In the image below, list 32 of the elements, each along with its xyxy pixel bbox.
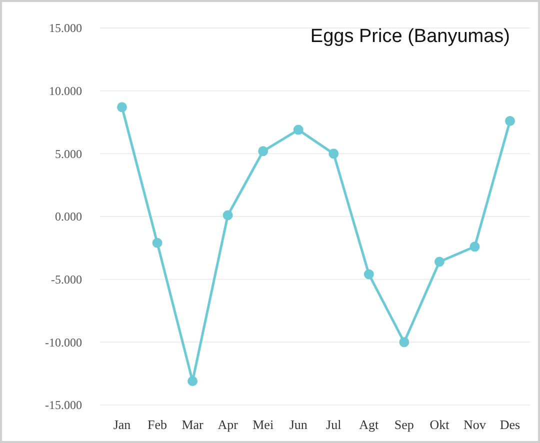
y-tick-label: 0.000 bbox=[55, 210, 82, 224]
x-tick-label: Nov bbox=[464, 417, 486, 432]
x-tick-label: Agt bbox=[359, 417, 380, 432]
x-tick-label: Apr bbox=[218, 417, 239, 432]
x-tick-label: Mei bbox=[252, 417, 274, 432]
point bbox=[399, 337, 410, 348]
point bbox=[258, 146, 268, 156]
y-tick-label: -10.000 bbox=[45, 335, 82, 350]
point bbox=[188, 376, 198, 386]
x-tick-label: Des bbox=[500, 417, 520, 432]
point bbox=[293, 124, 304, 135]
point bbox=[328, 148, 339, 159]
y-tick-label: -5.000 bbox=[51, 272, 82, 287]
y-tick-label: 10.000 bbox=[49, 84, 82, 98]
y-tick-label: 5.000 bbox=[55, 146, 82, 161]
x-tick-label: Jan bbox=[113, 417, 132, 432]
point bbox=[364, 269, 374, 280]
x-tick-label: Okt bbox=[430, 417, 450, 432]
x-tick-label: Feb bbox=[148, 417, 168, 432]
x-tick-label: Sep bbox=[394, 417, 414, 432]
point bbox=[222, 210, 233, 220]
point bbox=[117, 102, 127, 112]
point bbox=[505, 116, 515, 126]
x-tick-label: Jul bbox=[326, 417, 342, 432]
point bbox=[152, 238, 162, 248]
y-tick-label: -15.000 bbox=[45, 398, 82, 412]
x-tick-label: Jun bbox=[289, 417, 308, 432]
x-tick-label: Mar bbox=[182, 417, 204, 432]
chart-title: Eggs Price (Banyumas) bbox=[310, 26, 510, 47]
point bbox=[470, 242, 480, 252]
y-tick-label: 15.000 bbox=[49, 21, 82, 36]
point bbox=[434, 256, 444, 267]
